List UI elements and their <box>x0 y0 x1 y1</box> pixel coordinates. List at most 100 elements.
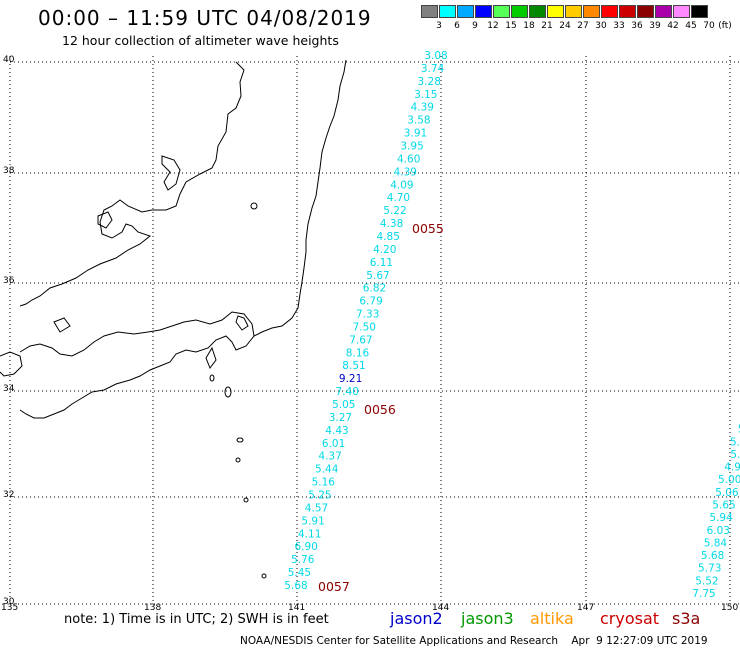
color-legend: 3 6 9 12 15 18 21 24 27 30 33 36 39 42 45 70 (ft) <box>421 5 732 31</box>
swh-value: 5.45 <box>288 567 311 579</box>
legend-swatch <box>637 5 654 18</box>
swh-value: 3.08 <box>424 50 447 62</box>
swh-value: 4.09 <box>390 179 413 191</box>
swh-value: 5.44 <box>315 464 339 476</box>
swh-value: 4.39 <box>394 166 417 178</box>
swh-value: 3.28 <box>418 76 441 88</box>
swh-value: 5.05 <box>332 399 355 411</box>
swh-value: 7.33 <box>356 309 379 321</box>
satellite-label-cryosat: cryosat <box>600 609 660 628</box>
swh-value: 6.82 <box>363 283 386 295</box>
lat-tick-label: 40 <box>3 55 15 65</box>
lon-tick-label: 144 <box>432 603 450 613</box>
satellite-label-altika: altika <box>530 609 574 628</box>
legend-label: 70 <box>703 21 715 31</box>
legend-labels: 3 6 9 12 15 18 21 24 27 30 33 36 39 42 45 70 (ft) <box>421 21 740 35</box>
map-subtitle: 12 hour collection of altimeter wave hei… <box>62 33 339 48</box>
legend-label: 33 <box>613 21 625 31</box>
legend-swatch <box>565 5 582 18</box>
shikoku-edge <box>0 351 23 377</box>
swh-value: 5.68 <box>284 580 307 592</box>
izu-island-1 <box>224 386 232 398</box>
legend-swatch <box>475 5 492 18</box>
swh-value: 4.37 <box>318 451 341 463</box>
swh-value: 4.60 <box>397 153 420 165</box>
swh-value: 5.00 <box>718 474 740 486</box>
legend-unit: (ft) <box>718 21 732 31</box>
honshu-coastline <box>19 61 245 307</box>
swh-value: 6.11 <box>370 257 393 269</box>
map-title: 00:00 – 11:59 UTC 04/08/2019 <box>38 6 372 30</box>
swh-track-labels: 3.083.743.283.154.393.583.913.954.604.39… <box>284 50 740 600</box>
swh-value: 3.95 <box>400 141 423 153</box>
satellite-label-s3a: s3a <box>672 609 701 628</box>
swh-value: 4.39 <box>411 102 434 114</box>
legend-label: 42 <box>667 21 679 31</box>
swh-value: 3.74 <box>421 63 445 75</box>
legend-swatch <box>619 5 636 18</box>
swh-value: 3.27 <box>329 412 352 424</box>
swh-value: 5.65 <box>712 500 735 512</box>
swh-value: 5.68 <box>701 550 724 562</box>
pass-label: 0057 <box>318 579 350 594</box>
swh-value: 4.9 <box>724 462 740 474</box>
lon-tick-label: 138 <box>144 603 162 613</box>
legend-label: 27 <box>577 21 589 31</box>
lat-lon-grid <box>9 56 740 605</box>
swh-value: 5.94 <box>709 512 733 524</box>
swh-value: 7.75 <box>692 588 715 600</box>
swh-value: 4.85 <box>377 231 400 243</box>
lon-tick-label: 147 <box>577 603 595 613</box>
tokyo-bay <box>235 315 249 331</box>
legend-label: 9 <box>472 21 478 31</box>
legend-swatch <box>457 5 474 18</box>
legend-swatch <box>493 5 510 18</box>
kanto-coastline <box>253 59 347 337</box>
swh-value: 4.20 <box>373 244 396 256</box>
swh-value: 3.15 <box>414 89 437 101</box>
swh-value: 6.79 <box>359 296 382 308</box>
izu-island-4 <box>250 202 258 210</box>
pass-labels: 0055 0056 0057 <box>318 221 444 594</box>
lat-tick-label: 32 <box>3 490 15 500</box>
legend-label: 24 <box>559 21 571 31</box>
legend-label: 30 <box>595 21 607 31</box>
swh-value: 4.70 <box>387 192 410 204</box>
legend-label: 18 <box>523 21 535 31</box>
noto-peninsula <box>97 211 113 229</box>
footer-note: note: 1) Time is in UTC; 2) SWH is in fe… <box>64 612 329 627</box>
legend-label: 21 <box>541 21 553 31</box>
swh-value: 4.43 <box>325 425 348 437</box>
swh-value: 5.73 <box>698 563 721 575</box>
swh-value: 3.58 <box>407 115 430 127</box>
legend-swatch <box>655 5 672 18</box>
satellite-label-jason3: jason3 <box>461 609 514 628</box>
pacific-coastline <box>19 311 255 419</box>
legend-swatch <box>673 5 690 18</box>
legend-swatch <box>439 5 456 18</box>
legend-label: 3 <box>436 21 442 31</box>
legend-label: 6 <box>454 21 460 31</box>
legend-swatch <box>601 5 618 18</box>
legend-label: 45 <box>685 21 697 31</box>
legend-label: 12 <box>487 21 499 31</box>
swh-value: 8.16 <box>346 347 370 359</box>
legend-swatch <box>691 5 708 18</box>
swh-value: 5.25 <box>308 490 331 502</box>
lat-tick-label: 36 <box>3 276 15 286</box>
swh-value: 9.21 <box>339 373 362 385</box>
swh-value: 4.38 <box>380 218 403 230</box>
satellite-label-jason2: jason2 <box>390 609 443 628</box>
swh-value: 7.67 <box>349 334 372 346</box>
swh-value: 5.67 <box>366 270 389 282</box>
legend-label: 39 <box>649 21 661 31</box>
lat-tick-label: 30 <box>3 597 15 607</box>
swh-value: 5.91 <box>301 515 324 527</box>
legend-swatch <box>583 5 600 18</box>
lat-tick-label: 34 <box>3 384 15 394</box>
swh-value: 5.52 <box>695 575 718 587</box>
swh-value: 7.50 <box>353 322 376 334</box>
legend-swatch <box>421 5 438 18</box>
legend-swatches <box>421 5 709 18</box>
izu-island-5 <box>235 457 241 463</box>
